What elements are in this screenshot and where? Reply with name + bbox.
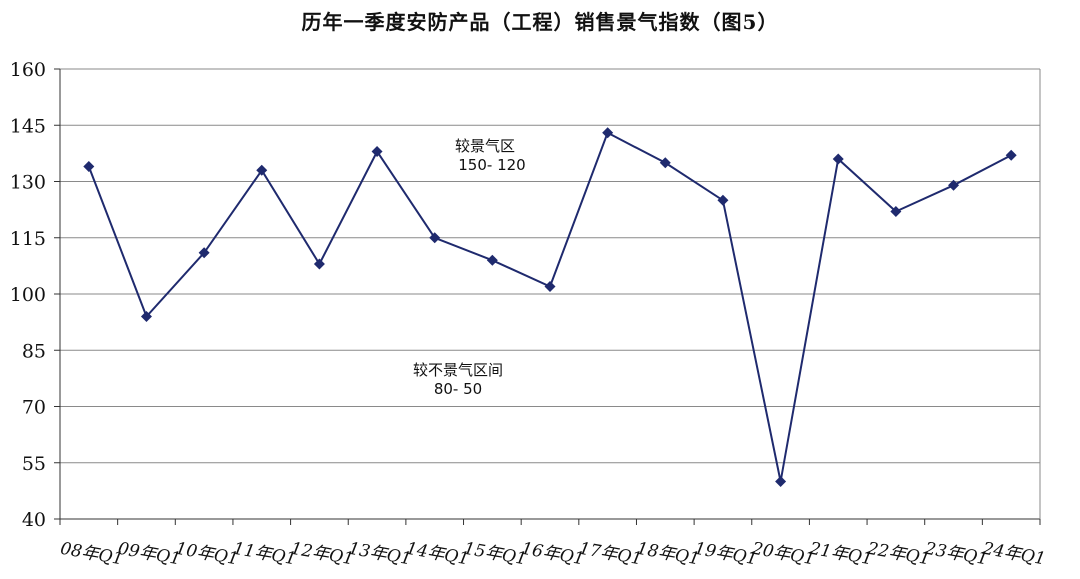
y-tick-label: 40: [22, 509, 46, 531]
y-tick-label: 130: [10, 172, 46, 194]
annotation-range: 150- 120: [458, 156, 525, 174]
data-point: [602, 127, 614, 139]
x-tick-label: 10年Q1: [174, 539, 240, 570]
data-point: [832, 153, 844, 165]
gridlines: [54, 68, 1040, 520]
x-tick-label: 15年Q1: [462, 539, 528, 570]
data-point: [890, 206, 902, 217]
data-point: [83, 161, 95, 172]
data-point: [198, 247, 210, 259]
data-point: [140, 311, 152, 322]
data-point: [256, 164, 268, 176]
data-point: [717, 194, 729, 206]
x-tick-label: 18年Q1: [635, 539, 701, 570]
annotation-label: 较景气区: [455, 137, 515, 155]
y-tick-label: 70: [22, 397, 46, 419]
annotation-label: 较不景气区间: [413, 361, 503, 379]
data-points: [83, 127, 1017, 487]
x-tick-label: 21年Q1: [807, 539, 874, 570]
x-tick-label: 14年Q1: [405, 539, 471, 570]
x-tick-label: 22年Q1: [865, 539, 932, 570]
x-tick-labels: 08年Q109年Q110年Q111年Q112年Q113年Q114年Q115年Q1…: [59, 519, 1047, 569]
x-tick-label: 24年Q1: [980, 539, 1047, 570]
x-tick-label: 09年Q1: [116, 539, 182, 570]
data-point: [1005, 149, 1017, 161]
data-point: [948, 179, 960, 191]
y-tick-label: 100: [10, 284, 46, 306]
chart-title: 历年一季度安防产品（工程）销售景气指数（图5）: [301, 10, 779, 34]
data-point: [775, 476, 787, 487]
x-tick-label: 20年Q1: [750, 539, 817, 570]
data-point: [429, 232, 441, 244]
data-point: [371, 146, 383, 157]
x-tick-label: 17年Q1: [578, 539, 644, 570]
data-point: [313, 258, 325, 270]
x-tick-label: 11年Q1: [232, 539, 298, 570]
axes: [59, 69, 1041, 520]
x-tick-label: 23年Q1: [922, 539, 989, 570]
y-tick-label: 55: [22, 453, 46, 475]
x-tick-label: 08年Q1: [59, 539, 125, 570]
x-tick-label: 16年Q1: [520, 539, 586, 570]
data-point: [544, 281, 556, 292]
x-tick-label: 12年Q1: [289, 539, 355, 570]
data-point: [486, 254, 498, 266]
y-tick-label: 115: [10, 228, 46, 250]
y-tick-labels: 40 55 70 85 100 115 130 145 160: [10, 59, 46, 531]
y-tick-label: 85: [22, 340, 46, 362]
x-tick-label: 19年Q1: [693, 539, 759, 570]
y-tick-label: 160: [10, 59, 46, 81]
annotation-range: 80- 50: [434, 380, 482, 398]
x-tick-label: 13年Q1: [347, 539, 413, 570]
y-tick-label: 145: [10, 115, 46, 137]
data-point: [659, 157, 671, 169]
series-line: [87, 131, 1012, 482]
